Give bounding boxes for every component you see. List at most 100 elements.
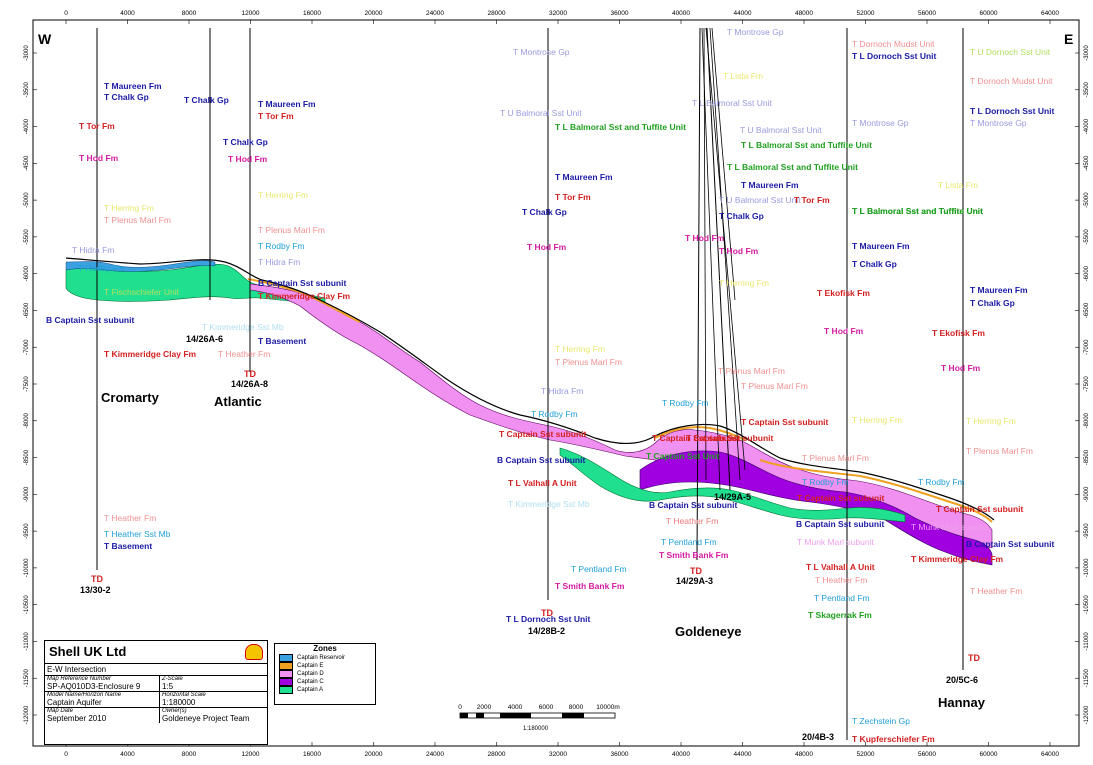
formation-pick-label: T Lista Fm (723, 71, 763, 81)
zone-captain-d-main (249, 283, 993, 549)
y-tick-label: -5500 (1084, 229, 1090, 245)
x-tick-label: 16000 (303, 751, 321, 758)
x-tick-label: 40000 (672, 10, 690, 17)
well-14-28b-2-td: TD (541, 608, 553, 618)
formation-pick-label: T L Valhall A Unit (508, 478, 577, 488)
formation-pick-label: T Heather Sst Mb (104, 529, 171, 539)
x-tick-label: 44000 (733, 10, 751, 17)
formation-pick-label: T Herring Fm (966, 416, 1016, 426)
formation-pick-label: T Plenus Marl Fm (104, 215, 171, 225)
formation-pick-label: T Hidra Fm (72, 245, 114, 255)
formation-pick-label: T Dornoch Mudst Unit (852, 39, 935, 49)
y-tick-label: -10500 (1084, 595, 1090, 614)
formation-pick-label: T Tor Fm (79, 121, 115, 131)
formation-pick-label: T Chalk Gp (719, 211, 764, 221)
x-tick-label: 8000 (182, 751, 197, 758)
y-tick-label: -8500 (24, 449, 30, 465)
x-tick-label: 4000 (120, 751, 135, 758)
y-tick-label: -8000 (24, 412, 30, 428)
scale-label: 8000 (569, 704, 584, 711)
field-hannay: Hannay (938, 695, 986, 710)
x-tick-label: 64000 (1041, 751, 1059, 758)
zone-swatch-0 (279, 654, 293, 662)
formation-pick-label: T L Dornoch Sst Unit (506, 614, 591, 624)
formation-pick-label: T Hod Fm (824, 326, 864, 336)
formation-pick-label: T Smith Bank Fm (659, 550, 729, 560)
formation-pick-label: T Pentland Fm (661, 537, 717, 547)
company-name: Shell UK Ltd (45, 641, 267, 664)
y-tick-label: -11500 (1084, 668, 1090, 687)
formation-pick-label: T Kimmeridge Clay Fm (258, 291, 351, 301)
y-tick-label: -8000 (1084, 412, 1090, 428)
well-14-26a-8-name: 14/26A-8 (231, 379, 268, 389)
y-tick-label: -12000 (24, 705, 30, 724)
x-tick-label: 0 (64, 10, 68, 17)
zone-captain-reservoir (65, 260, 216, 272)
x-tick-label: 4000 (120, 10, 135, 17)
formation-pick-label: T Ekofisk Fm (817, 288, 870, 298)
formation-pick-label: T Plenus Marl Fm (718, 366, 785, 376)
zone-item: Captain D (275, 670, 375, 678)
zone-item: Captain Reservoir (275, 654, 375, 662)
direction-west: W (38, 31, 52, 47)
formation-pick-label: T L Balmoral Sst and Tuffite Unit (555, 122, 686, 132)
well-14-29a-3-name: 14/29A-3 (676, 576, 713, 586)
well-14-29a-3-line (696, 27, 701, 561)
formation-pick-label: T L Dornoch Sst Unit (852, 51, 937, 61)
zone-captain-c-east (639, 450, 993, 566)
well-labels: TD 13/30-2 14/26A-6 TD 14/26A-8 TD 14/28… (80, 334, 980, 742)
formation-pick-label: T Heather Fm (666, 516, 718, 526)
formation-pick-label: T Skagerrak Fm (808, 610, 872, 620)
formation-pick-label: T Rodby Fm (918, 477, 965, 487)
formation-pick-label: T Captain Sst subunit (741, 417, 829, 427)
y-tick-label: -4500 (24, 155, 30, 171)
well-20-5c-6-td: TD (968, 653, 980, 663)
field-labels: W E Cromarty Atlantic Goldeneye Hannay (38, 31, 1073, 710)
scale-label: 0 (458, 704, 462, 711)
owner-value: Goldeneye Project Team (162, 714, 250, 723)
formation-pick-label: T Chalk Gp (184, 95, 229, 105)
y-tick-label: -12000 (1084, 705, 1090, 724)
formation-pick-label: B Captain Sst subunit (46, 315, 134, 325)
map-ref-value: SP-AQ010D3-Enclosure 9 (47, 682, 141, 691)
formation-pick-label: T L Balmoral Sst and Tuffite Unit (852, 206, 983, 216)
formation-pick-label: T Heather Fm (218, 349, 270, 359)
zone-swatch-2 (279, 670, 293, 678)
formation-pick-label: T Maureen Fm (258, 99, 316, 109)
plot-frame (32, 19, 1080, 747)
x-tick-label: 60000 (979, 751, 997, 758)
x-tick-label: 12000 (241, 751, 259, 758)
zone-swatch-1 (279, 662, 293, 670)
x-tick-label: 16000 (303, 10, 321, 17)
y-tick-label: -3500 (1084, 81, 1090, 97)
well-14-29a-3-td: TD (690, 566, 702, 576)
y-tick-label: -5000 (24, 192, 30, 208)
y-tick-label: -11000 (24, 632, 30, 651)
formation-pick-label: B Captain Sst subunit (796, 519, 884, 529)
formation-pick-label: T Rodby Fm (531, 409, 578, 419)
formation-pick-label: T Kimmeridge Sst Mb (508, 499, 590, 509)
y-tick-label: -6500 (24, 302, 30, 318)
formation-pick-label: T Chalk Gp (104, 92, 149, 102)
x-tick-label: 36000 (610, 10, 628, 17)
formation-pick-label: T Maureen Fm (555, 172, 613, 182)
model-label: Model Name/Horizon Name (47, 692, 122, 698)
y-tick-label: -8500 (1084, 449, 1090, 465)
formation-pick-label: T Herring Fm (104, 203, 154, 213)
y-tick-label: -11500 (24, 668, 30, 687)
formation-pick-label: T Maureen Fm (104, 81, 162, 91)
formation-pick-label: T Plenus Marl Fm (802, 453, 869, 463)
well-13-30-2-name: 13/30-2 (80, 585, 111, 595)
x-tick-label: 44000 (733, 751, 751, 758)
formation-pick-label: T Tor Fm (258, 111, 294, 121)
x-tick-label: 28000 (487, 751, 505, 758)
formation-pick-label: T Chalk Gp (223, 137, 268, 147)
date-value: September 2010 (47, 714, 107, 723)
map-ref-label: Map Reference Number (47, 676, 112, 682)
formation-pick-label: T Rodby Fm (662, 398, 709, 408)
zones-legend-title: Zones (313, 644, 337, 653)
formation-pick-label: T U Dornoch Sst Unit (970, 47, 1051, 57)
formation-pick-label: T Rodby Fm (78, 263, 125, 273)
